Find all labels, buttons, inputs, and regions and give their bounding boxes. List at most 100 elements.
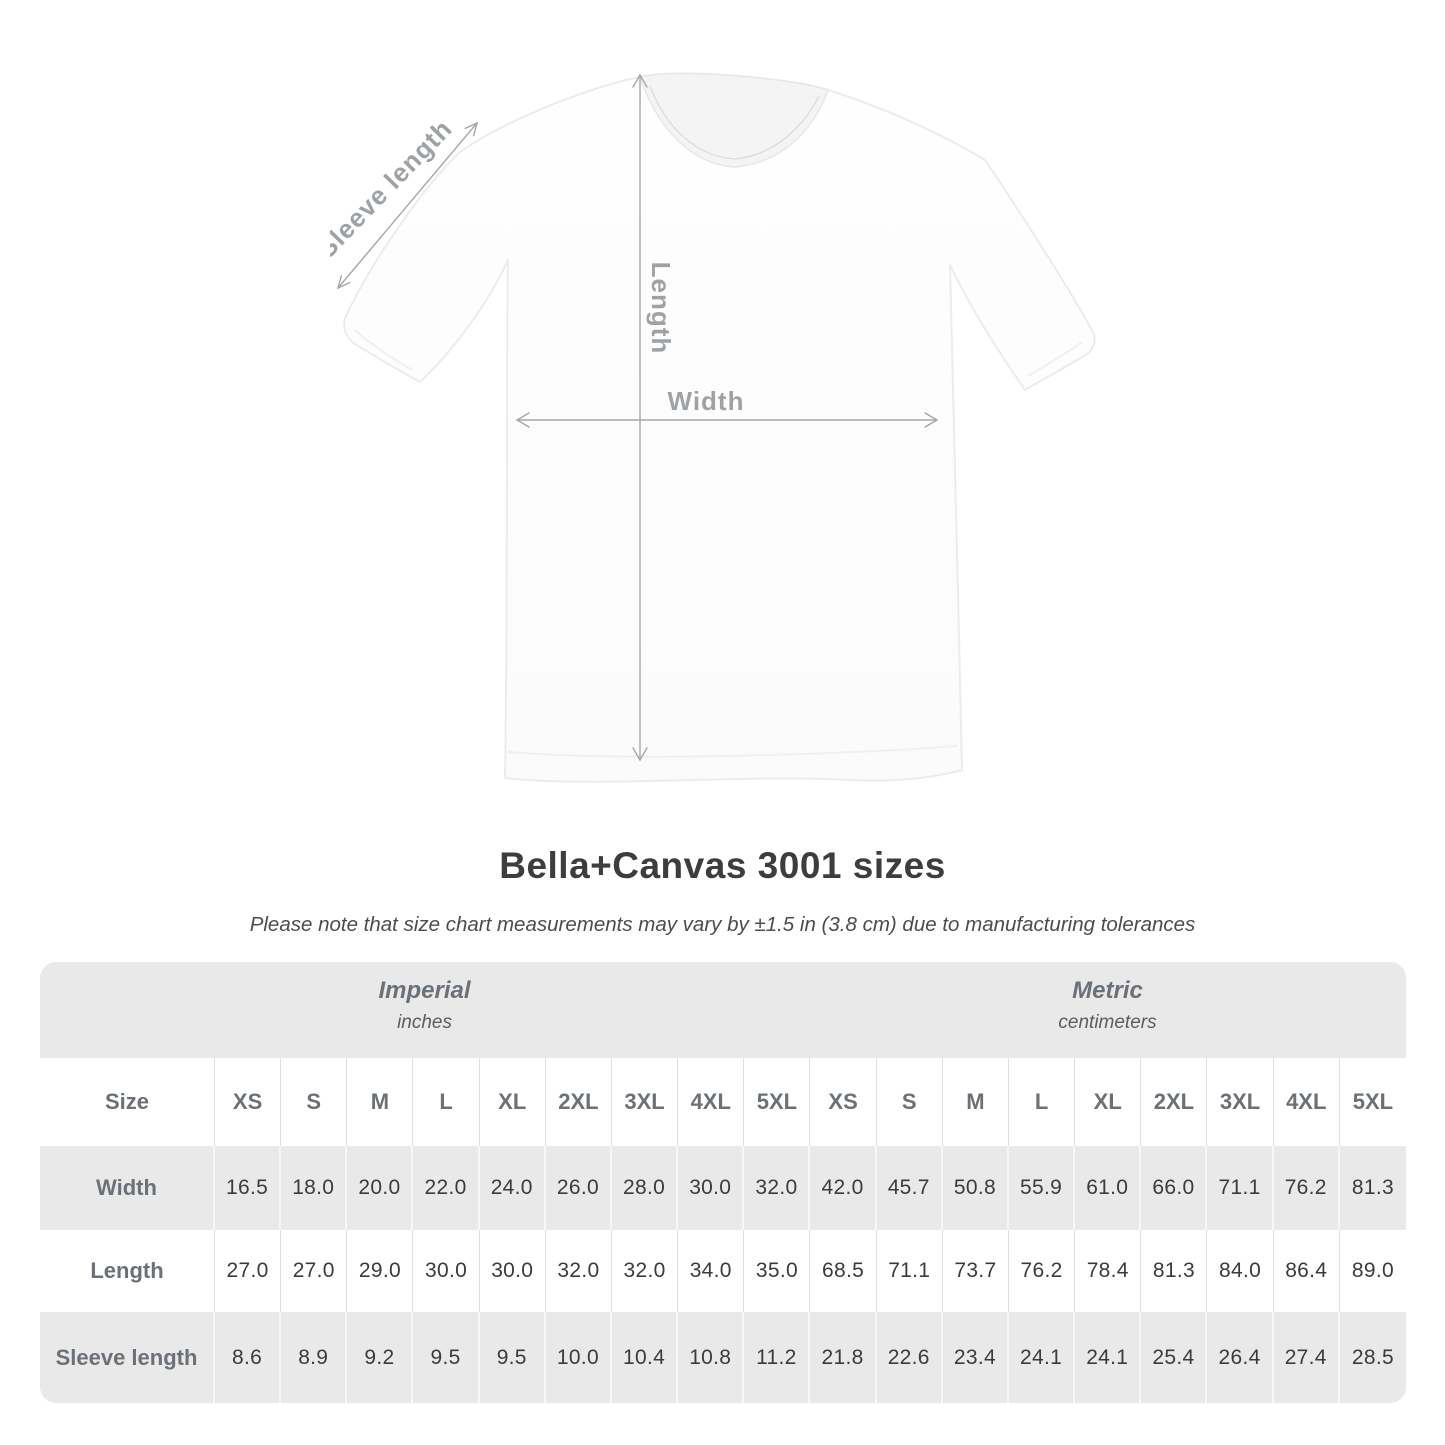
size-col-header: XS [215,1058,282,1146]
value-cell: 26.0 [545,1146,612,1230]
width-label: Width [668,386,745,416]
length-arrow [632,73,648,762]
size-col-header: M [942,1058,1009,1146]
value-cell: 66.0 [1141,1146,1208,1230]
row-label: Sleeve length [40,1312,215,1403]
row-label: Width [40,1146,215,1230]
value-cell: 23.4 [942,1312,1009,1403]
value-cell: 27.0 [215,1230,282,1312]
value-cell: 55.9 [1008,1146,1076,1230]
metric-label: Metric [1072,977,1143,1004]
size-col-header: 4XL [678,1058,745,1146]
size-table: Imperial inches Metric centimeters Size X… [40,962,1406,1403]
width-arrow [515,412,939,428]
value-cell: 11.2 [744,1312,811,1403]
collar-opening [639,72,829,168]
value-cell: 81.3 [1339,1146,1406,1230]
value-cell: 50.8 [942,1146,1009,1230]
value-cell: 61.0 [1075,1146,1142,1230]
unit-group-metric: Metric centimeters [809,962,1406,1058]
value-cell: 29.0 [347,1230,414,1312]
value-cell: 9.5 [479,1312,546,1403]
size-col-header: XS [810,1058,877,1146]
imperial-unit: inches [397,1012,452,1033]
value-cell: 25.4 [1141,1312,1208,1403]
value-cell: 73.7 [942,1230,1009,1312]
value-cell: 20.0 [347,1146,414,1230]
size-col-header: XL [1075,1058,1142,1146]
value-cell: 16.5 [215,1146,282,1230]
size-col-header: M [347,1058,414,1146]
value-cell: 22.0 [413,1146,480,1230]
left-sleeve-stitch [354,329,413,371]
imperial-label: Imperial [378,977,471,1004]
length-label: Length [646,262,676,355]
value-cell: 84.0 [1207,1230,1274,1312]
value-cell: 24.1 [1075,1312,1142,1403]
size-header-cell: Size [40,1058,215,1146]
value-cell: 42.0 [810,1146,877,1230]
size-col-header: L [413,1058,480,1146]
metric-unit: centimeters [1058,1012,1157,1033]
size-col-header: S [876,1058,943,1146]
value-cell: 32.0 [744,1146,811,1230]
size-grid: Size XS S M L XL 2XL 3XL 4XL 5XL XS S M L XL 2XL 3XL 4XL 5… [40,1058,1406,1403]
value-cell: 22.6 [876,1312,943,1403]
value-cell: 27.4 [1273,1312,1340,1403]
value-cell: 10.0 [545,1312,612,1403]
sleeve-length-arrow [336,121,479,290]
size-col-header: L [1008,1058,1076,1146]
value-cell: 34.0 [678,1230,745,1312]
tshirt-diagram: Sleeve length Length Width [311,62,1142,798]
value-cell: 45.7 [876,1146,943,1230]
bottom-hem-stitch [507,745,959,758]
value-cell: 35.0 [744,1230,811,1312]
value-cell: 9.2 [347,1312,414,1403]
size-col-header: 3XL [611,1058,679,1146]
tolerance-note: Please note that size chart measurements… [249,913,1196,936]
value-cell: 32.0 [611,1230,679,1312]
value-cell: 9.5 [413,1312,480,1403]
size-col-header: XL [479,1058,546,1146]
value-cell: 24.0 [479,1146,546,1230]
right-sleeve-stitch [1027,341,1083,377]
size-col-header: 2XL [1141,1058,1208,1146]
value-cell: 30.0 [413,1230,480,1312]
value-cell: 26.4 [1207,1312,1274,1403]
size-col-header: 5XL [1339,1058,1406,1146]
tshirt-illustration: Sleeve length Length Width [311,72,1096,783]
value-cell: 76.2 [1273,1146,1340,1230]
unit-header-band: Imperial inches Metric centimeters [40,962,1406,1058]
value-cell: 30.0 [678,1146,745,1230]
page-title: Bella+Canvas 3001 sizes [499,845,946,886]
size-col-header: S [281,1058,348,1146]
value-cell: 81.3 [1141,1230,1208,1312]
size-col-header: 2XL [545,1058,612,1146]
value-cell: 89.0 [1339,1230,1406,1312]
value-cell: 78.4 [1075,1230,1142,1312]
size-col-header: 4XL [1273,1058,1340,1146]
value-cell: 32.0 [545,1230,612,1312]
value-cell: 28.5 [1339,1312,1406,1403]
row-label: Length [40,1230,215,1312]
value-cell: 71.1 [876,1230,943,1312]
value-cell: 8.9 [281,1312,348,1403]
value-cell: 30.0 [479,1230,546,1312]
value-cell: 24.1 [1008,1312,1076,1403]
value-cell: 28.0 [611,1146,679,1230]
value-cell: 27.0 [281,1230,348,1312]
value-cell: 18.0 [281,1146,348,1230]
value-cell: 71.1 [1207,1146,1274,1230]
value-cell: 21.8 [810,1312,877,1403]
collar-rib-line [649,85,820,160]
value-cell: 86.4 [1273,1230,1340,1312]
size-col-header: 3XL [1207,1058,1274,1146]
value-cell: 10.4 [611,1312,679,1403]
value-cell: 68.5 [810,1230,877,1312]
unit-group-imperial: Imperial inches [40,962,809,1058]
size-col-header: 5XL [744,1058,811,1146]
value-cell: 76.2 [1008,1230,1076,1312]
value-cell: 8.6 [215,1312,282,1403]
tshirt-body [343,72,1096,783]
value-cell: 10.8 [678,1312,745,1403]
